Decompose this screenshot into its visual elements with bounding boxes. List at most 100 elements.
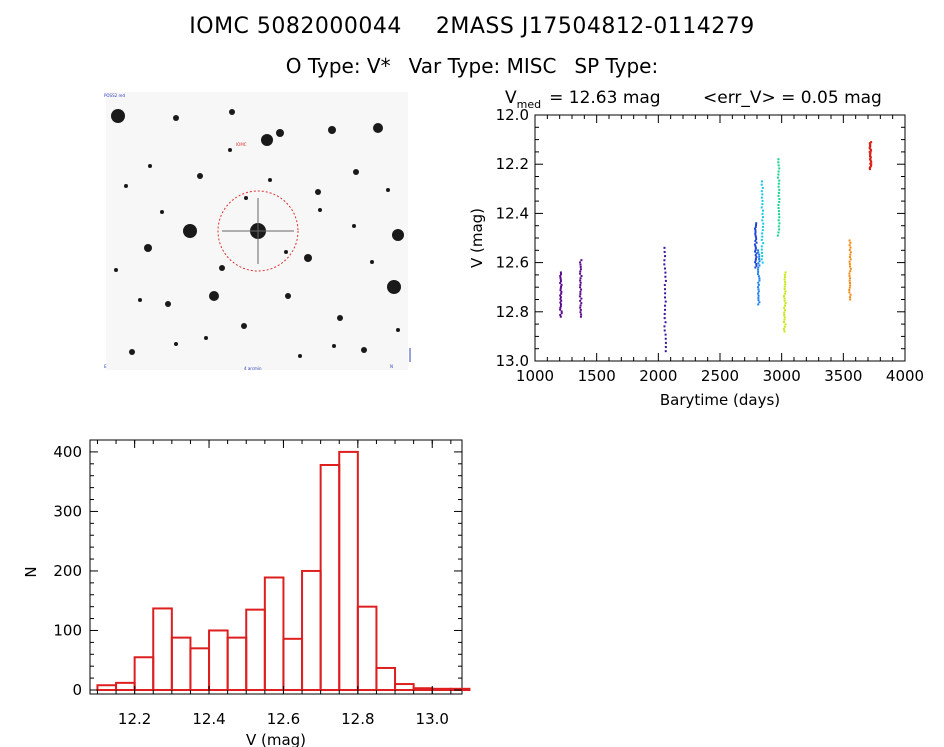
lc-data-point [783,297,786,300]
lc-data-point [848,244,851,247]
lc-data-point [869,151,872,154]
lc-data-point [849,277,852,280]
finder-star [298,354,302,358]
lc-data-point [757,303,760,306]
lc-data-point [663,317,666,320]
lc-data-point [757,288,760,291]
lc-data-point [754,245,757,248]
lc-data-point [755,241,758,244]
lc-data-point [760,183,763,186]
lc-data-point [559,278,562,281]
finder-star [276,129,284,137]
lc-data-point [754,225,757,228]
lc-data-point [784,280,787,283]
lc-data-point [848,286,851,289]
lc-data-point [664,279,667,282]
lc-data-point [579,306,582,309]
lc-data-point [664,346,667,349]
lc-data-point [761,193,764,196]
lc-data-point [757,251,760,254]
hist-bar [301,569,322,692]
lc-data-point [664,275,667,278]
lc-data-point [869,155,872,158]
finder-star [387,280,401,294]
lc-data-point [784,276,787,279]
lc-data-point [868,167,871,170]
spectral-type: SP Type: [574,54,659,78]
lc-data-point [755,252,758,255]
lc-data-point [580,288,583,291]
lc-data-point [848,272,851,275]
lc-x-tick-label: 1500 [578,367,616,385]
finder-star [268,178,272,182]
lc-data-point [754,248,757,251]
lc-data-point [761,261,764,264]
lc-data-point [784,271,787,274]
lc-data-point [579,290,582,293]
hist-x-tick-label: 13.0 [416,710,449,728]
lc-data-point [783,313,786,316]
lc-data-point [757,273,760,276]
lc-data-point [777,210,780,213]
lc-data-point [754,231,757,234]
lc-data-point [758,301,761,304]
lc-data-point [777,231,780,234]
hist-bar [115,681,136,691]
lc-data-point [777,185,780,188]
finder-star [353,169,359,175]
lc-data-point [758,257,761,260]
lc-data-point [757,283,760,286]
lc-data-point [760,248,763,251]
lc-data-point [848,239,851,242]
lc-data-point [757,249,760,252]
lc-data-point [777,194,780,197]
catalog-id: 2MASS J17504812-0114279 [435,14,755,39]
lc-data-point [783,299,786,302]
lc-data-point [560,303,563,306]
lc-data-point [560,292,563,295]
lc-data-point [762,222,765,225]
lc-y-tick-label: 12.8 [496,303,529,321]
lc-data-point [870,160,873,163]
lc-data-point [784,302,787,305]
lc-data-point [664,308,667,311]
hist-bar [189,647,211,691]
finder-star [386,188,390,192]
object-id: IOMC 5082000044 [189,14,402,39]
lc-data-point [757,290,760,293]
lc-data-point [664,321,667,324]
lc-data-point [559,271,562,274]
hist-bar [394,683,415,691]
lc-data-point [761,209,764,212]
lc-data-point [757,299,760,302]
lc-data-point [579,308,582,311]
lc-data-point [754,229,757,232]
finder-target-label: IOMC [236,142,247,147]
finder-star [304,254,312,262]
lc-data-point [579,265,582,268]
lc-data-point [760,196,763,199]
lc-data-point [559,289,562,292]
lc-data-point [757,292,760,295]
chart-title-line1: IOMC 5082000044 2MASS J17504812-0114279 [0,14,944,39]
lc-data-point [783,287,786,290]
lc-data-point [869,164,872,167]
lc-data-point [664,337,667,340]
finder-star [111,109,125,123]
lc-data-point [758,277,761,280]
lc-data-point [579,261,582,264]
hist-bar [133,656,155,691]
lc-data-point [777,161,780,164]
lc-data-point [664,288,667,291]
lc-data-point [761,251,764,254]
hist-bar [431,687,452,691]
finder-star [228,148,232,152]
lc-x-tick-label: 4000 [886,367,924,385]
lc-y-tick-label: 12.0 [496,106,529,124]
lc-data-point [579,311,582,314]
lc-data-point [755,222,758,225]
hist-x-tick-label: 12.8 [341,710,374,728]
finder-star [370,260,374,264]
lc-data-point [559,313,562,316]
lc-x-tick-label: 1000 [516,367,554,385]
